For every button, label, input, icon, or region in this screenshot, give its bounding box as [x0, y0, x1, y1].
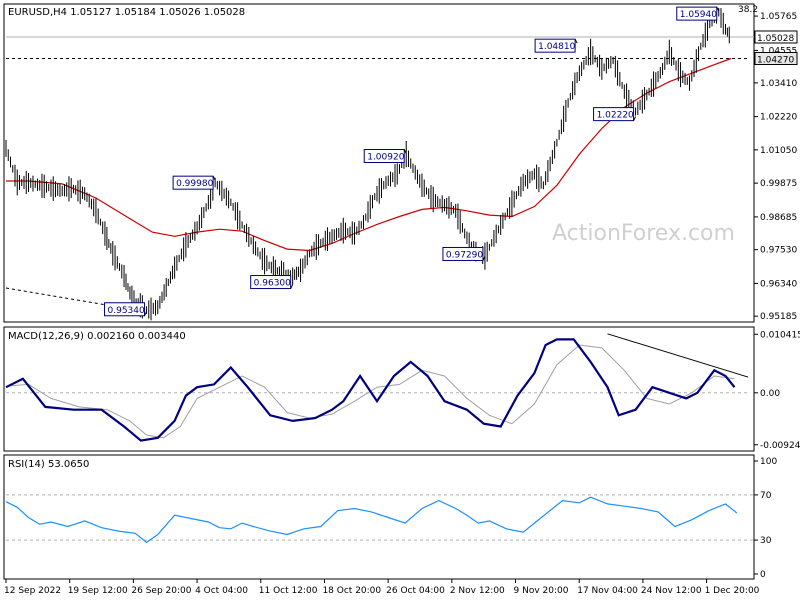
- swing-label-leader: [633, 116, 637, 121]
- price-y-tick-label: 1.02220: [760, 113, 797, 123]
- x-tick-label: 2 Nov 12:00: [450, 586, 505, 596]
- rsi-plot: [5, 494, 754, 544]
- ma-price-tag: [754, 51, 798, 65]
- swing-label-leader: [403, 149, 407, 154]
- current-price-tag: [754, 30, 798, 44]
- price-y-tick-label: 0.95185: [760, 312, 797, 322]
- swing-label-leader: [574, 38, 578, 44]
- price-y-tick-label: 1.03410: [760, 79, 797, 89]
- x-tick-label: 11 Oct 12:00: [259, 586, 318, 596]
- swing-label-leader: [144, 311, 147, 316]
- swing-label-box: [442, 246, 484, 261]
- macd-header: MACD(12,26,9) 0.002160 0.003440: [8, 331, 186, 342]
- macd-panel-frame: [3, 326, 755, 452]
- swing-label-text: 1.05940: [680, 10, 717, 20]
- rsi-line: [5, 496, 738, 544]
- macd-y-tick-label: 0.010415: [760, 330, 800, 340]
- macd-y-tick-label: 0.00: [760, 389, 780, 399]
- x-tick-label: 1 Dec 20:00: [705, 586, 760, 596]
- swing-label-text: 1.00920: [367, 153, 404, 163]
- swing-label-text: 1.04810: [538, 42, 575, 52]
- rsi-y-tick-label: 0: [760, 570, 766, 580]
- swing-label-text: 0.97290: [446, 250, 483, 260]
- rsi-y-tick-label: 30: [760, 536, 772, 546]
- macd-trendline: [607, 333, 749, 378]
- swing-label-box: [676, 6, 718, 21]
- x-tick-label: 26 Oct 04:00: [386, 586, 445, 596]
- macd-plot: [5, 333, 749, 442]
- swing-label-leader: [290, 284, 294, 289]
- swing-label-box: [363, 149, 405, 164]
- ma-price-tag-text: 1.04270: [757, 55, 794, 65]
- rsi-y-ticks: 100 70 30 0: [754, 457, 777, 580]
- swing-label-box: [172, 175, 214, 190]
- swing-label-leader: [482, 256, 486, 261]
- x-tick-label: 19 Sep 12:00: [68, 586, 128, 596]
- x-tick-label: 26 Sep 20:00: [131, 586, 191, 596]
- macd-y-tick-label: -0.009244: [760, 441, 800, 451]
- rsi-y-tick-label: 100: [760, 457, 777, 467]
- x-tick-label: 4 Oct 04:00: [195, 586, 248, 596]
- watermark: ActionForex.com: [552, 221, 735, 246]
- x-tick-label: 17 Nov 04:00: [577, 586, 638, 596]
- rsi-panel-frame: [3, 454, 755, 580]
- price-y-tick-label: 1.04555: [760, 46, 797, 56]
- macd-signal-line: [5, 344, 735, 439]
- swing-label-leader: [716, 6, 720, 12]
- price-y-tick-label: 1.01050: [760, 146, 797, 156]
- rsi-y-tick-label: 70: [760, 491, 772, 501]
- swing-label-box: [104, 302, 146, 317]
- x-tick-label: 9 Nov 20:00: [514, 586, 569, 596]
- price-y-tick-label: 0.97530: [760, 246, 797, 256]
- swing-label-box: [593, 107, 635, 122]
- x-axis-labels: 12 Sep 2022 19 Sep 12:00 26 Sep 20:00 4 Oct…: [4, 579, 760, 596]
- macd-y-ticks: 0.010415 0.00 -0.009244: [754, 330, 800, 451]
- swing-label-text: 0.99980: [176, 179, 213, 189]
- price-y-tick-label: 0.99875: [760, 179, 797, 189]
- swing-label-text: 0.96300: [254, 279, 291, 289]
- price-plot: 0.95340 0.99980 0.96300 1.00920 0.97290 1.048…: [5, 6, 798, 321]
- price-y-ticks: 1.05765 1.04555 1.03410 1.02220 1.01050 0.998…: [754, 12, 797, 322]
- x-tick-label: 12 Sep 2022: [4, 586, 61, 596]
- price-y-tick-label: 0.96340: [760, 279, 797, 289]
- corner-value: 38.2: [738, 5, 758, 15]
- swing-label-text: 0.95340: [108, 306, 145, 316]
- rsi-header: RSI(14) 53.0650: [8, 459, 89, 470]
- swing-label-text: 1.02220: [597, 111, 634, 121]
- x-tick-label: 24 Nov 12:00: [641, 586, 702, 596]
- current-price-tag-text: 1.05028: [757, 34, 794, 44]
- x-tick-label: 18 Oct 20:00: [322, 586, 381, 596]
- swing-label-box: [250, 275, 292, 290]
- macd-main-line: [5, 338, 736, 442]
- price-header: EURUSD,H4 1.05127 1.05184 1.05026 1.0502…: [8, 7, 245, 18]
- swing-label-box: [534, 38, 576, 53]
- price-y-tick-label: 1.05765: [760, 12, 797, 22]
- price-y-tick-label: 0.98685: [760, 213, 797, 223]
- swing-label-leader: [212, 175, 216, 181]
